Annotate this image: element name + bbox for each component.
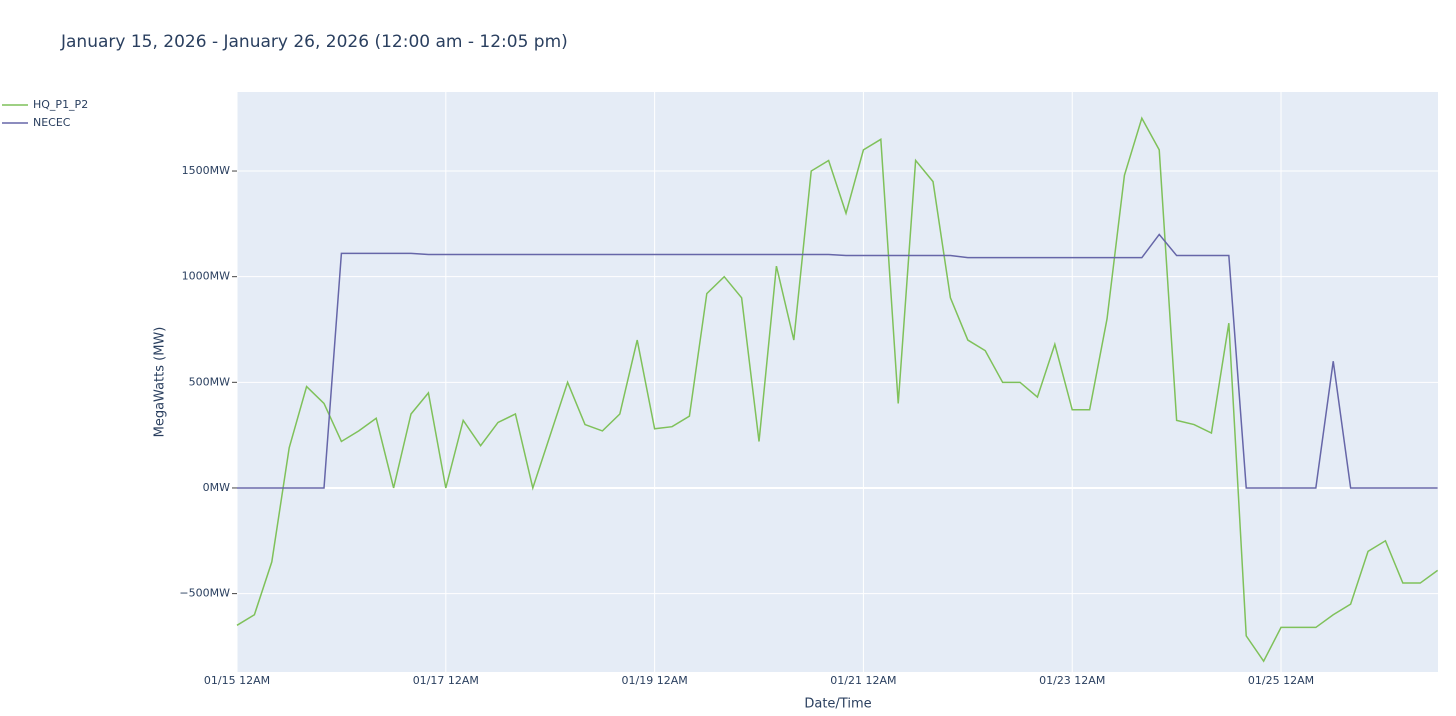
x-axis-label: Date/Time bbox=[804, 697, 871, 712]
x-tick-label: 01/25 12AM bbox=[1248, 674, 1314, 687]
x-tick-label: 01/15 12AM bbox=[204, 674, 270, 687]
x-tick-label: 01/21 12AM bbox=[830, 674, 896, 687]
y-tick-label: 1500MW bbox=[182, 164, 230, 177]
legend-label: NECEC bbox=[33, 116, 71, 129]
series-line bbox=[236, 116, 1439, 663]
y-tick-label: −500MW bbox=[179, 587, 230, 600]
y-axis-label: MegaWatts (MW) bbox=[153, 327, 168, 438]
legend-label: HQ_P1_P2 bbox=[33, 98, 88, 111]
x-tick-label: 01/19 12AM bbox=[622, 674, 688, 687]
chart-title: January 15, 2026 - January 26, 2026 (12:… bbox=[60, 32, 568, 52]
y-tick-label: 0MW bbox=[203, 481, 230, 494]
x-tick-label: 01/17 12AM bbox=[413, 674, 479, 687]
series-line bbox=[237, 233, 1438, 489]
y-tick-label: 500MW bbox=[189, 375, 230, 388]
y-tick-label: 1000MW bbox=[182, 270, 230, 283]
x-tick-label: 01/23 12AM bbox=[1039, 674, 1105, 687]
